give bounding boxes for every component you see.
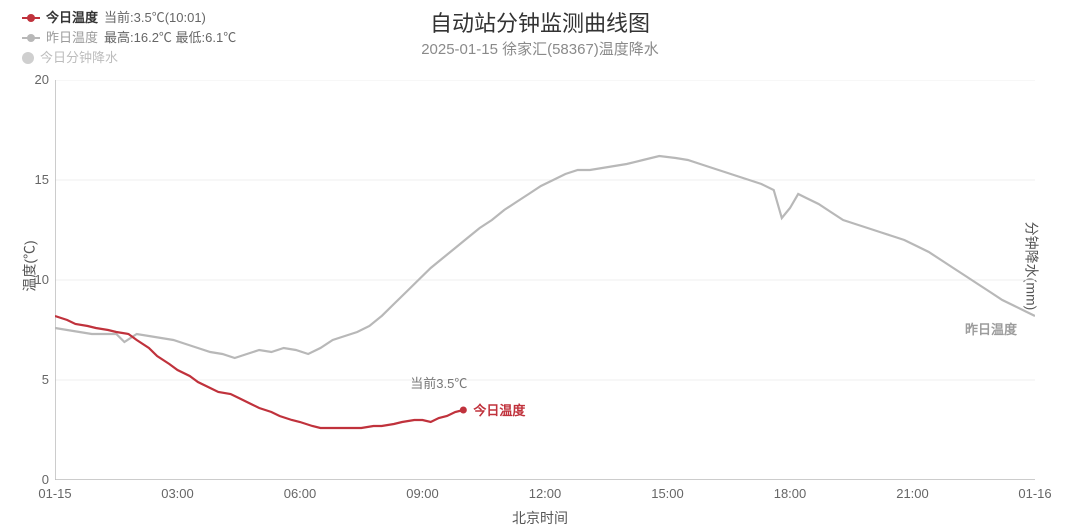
series-today-callout: 当前3.5℃ xyxy=(410,376,467,391)
legend-swatch-precip-icon xyxy=(22,52,34,64)
y-tick-label: 0 xyxy=(25,472,49,487)
legend-item-today-temp[interactable]: 今日温度 当前:3.5℃(10:01) xyxy=(22,8,236,28)
legend-label-yesterday: 昨日温度 xyxy=(46,28,98,48)
y-tick-label: 10 xyxy=(25,272,49,287)
legend: 今日温度 当前:3.5℃(10:01) 昨日温度 最高:16.2℃ 最低:6.1… xyxy=(22,8,236,68)
series-today-end-marker xyxy=(460,407,467,414)
series-today-line xyxy=(55,316,463,428)
series-yesterday-end-label: 昨日温度 xyxy=(965,322,1018,337)
legend-swatch-yesterday-icon xyxy=(22,32,40,44)
x-tick-label: 09:00 xyxy=(406,486,439,501)
y-tick-label: 20 xyxy=(25,72,49,87)
legend-label-today: 今日温度 xyxy=(46,8,98,28)
legend-info-yesterday: 最高:16.2℃ 最低:6.1℃ xyxy=(104,28,236,48)
plot-area: 昨日温度今日温度当前3.5℃ xyxy=(55,80,1035,480)
legend-item-yesterday-temp[interactable]: 昨日温度 最高:16.2℃ 最低:6.1℃ xyxy=(22,28,236,48)
x-tick-label: 15:00 xyxy=(651,486,684,501)
x-tick-label: 01-15 xyxy=(38,486,71,501)
chart-container: 自动站分钟监测曲线图 2025-01-15 徐家汇(58367)温度降水 今日温… xyxy=(0,0,1080,532)
x-tick-label: 06:00 xyxy=(284,486,317,501)
legend-label-precip: 今日分钟降水 xyxy=(40,48,118,68)
x-tick-label: 18:00 xyxy=(774,486,807,501)
x-tick-label: 21:00 xyxy=(896,486,929,501)
series-today-end-label: 今日温度 xyxy=(472,403,526,418)
legend-item-today-precip[interactable]: 今日分钟降水 xyxy=(22,48,236,68)
x-tick-label: 12:00 xyxy=(529,486,562,501)
legend-swatch-today-icon xyxy=(22,12,40,24)
y-tick-label: 15 xyxy=(25,172,49,187)
x-axis-label: 北京时间 xyxy=(0,508,1080,528)
legend-info-today: 当前:3.5℃(10:01) xyxy=(104,8,206,28)
x-tick-label: 03:00 xyxy=(161,486,194,501)
y-tick-label: 5 xyxy=(25,372,49,387)
series-yesterday-line xyxy=(55,156,1035,358)
x-tick-label: 01-16 xyxy=(1018,486,1051,501)
